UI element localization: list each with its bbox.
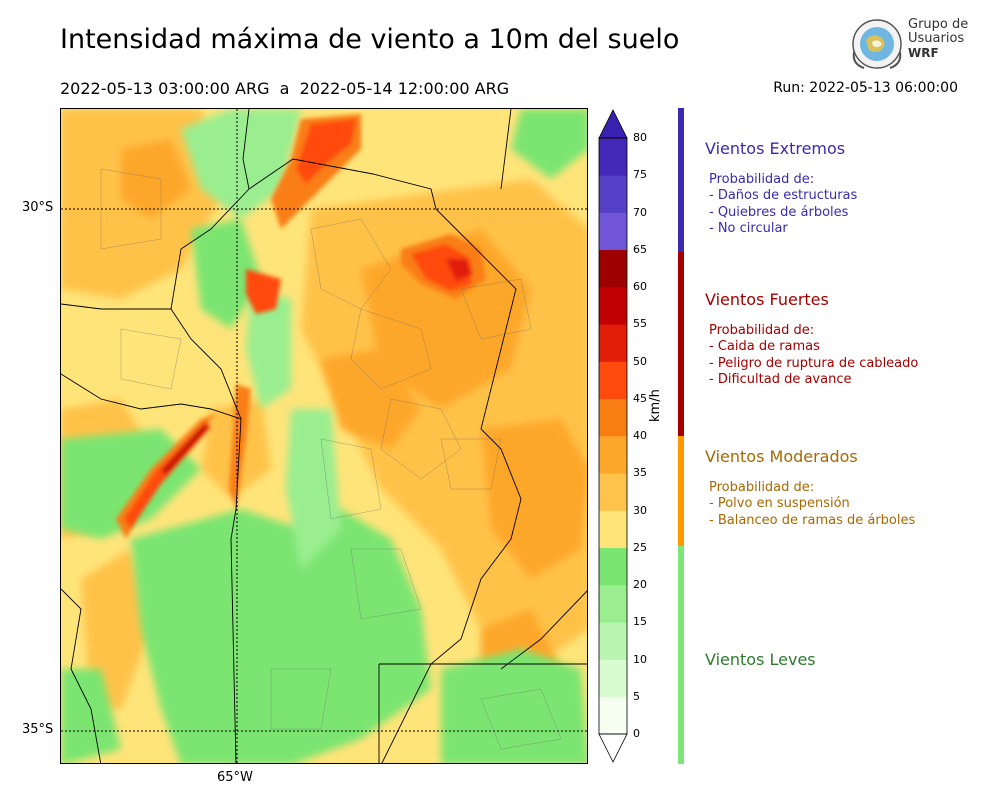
category-title-light: Vientos Leves [705,650,816,669]
forecast-period: 2022-05-13 03:00:00 ARG a 2022-05-14 12:… [60,79,510,98]
colorbar-segment [599,436,627,474]
logo-line-3: WRF [908,46,939,60]
colorbar-segment [599,696,627,735]
colorbar-segment [599,659,627,698]
colorbar-tick-label: 0 [633,727,640,740]
colorbar-segment [599,212,627,251]
colorbar-tick-label: 60 [633,280,647,293]
lat-label-30s: 30°S [22,200,54,215]
colorbar-segment [599,585,627,623]
logo-text: Grupo de Usuarios WRF [908,17,969,61]
strong-category-bar [678,252,684,436]
colorbar-segment [599,361,627,400]
colorbar-tick-label: 45 [633,391,647,405]
colorbar-tick-label: 40 [633,429,647,442]
colorbar-tick-label: 30 [633,503,647,517]
colorbar [598,109,628,763]
colorbar-tick-label: 5 [633,689,640,703]
colorbar-tick-label: 35 [633,466,647,480]
lon-label-65w: 65°W [217,770,253,785]
colorbar-tick-label: 70 [633,205,647,219]
colorbar-tick-label: 55 [633,317,647,331]
category-extreme-line: Probabilidad de: [709,172,815,187]
colorbar-segment [599,249,627,288]
lat-label-35s: 35°S [22,722,54,737]
category-title-extreme: Vientos Extremos [705,139,846,158]
category-title-strong: Vientos Fuertes [705,290,829,309]
logo-line-1: Grupo de [908,17,969,32]
category-moderate-line: - Polvo en suspensión [709,496,850,512]
colorbar-lower-extension [598,733,628,763]
category-moderate-line: Probabilidad de: [709,480,815,495]
colorbar-tick-label: 65 [633,242,647,256]
colorbar-tick-label: 10 [633,652,647,666]
colorbar-tick-label: 25 [633,540,647,554]
logo-line-2: Usuarios [908,31,965,46]
run-time: Run: 2022-05-13 06:00:00 [773,80,958,96]
category-body-extreme: Probabilidad de: - Daños de estructuras … [709,172,857,237]
colorbar-segment [599,510,627,549]
category-strong-line: Probabilidad de: [709,323,815,338]
category-extreme-line: - Quiebres de árboles [709,204,849,220]
colorbar-tick-label: 20 [633,578,647,591]
category-extreme-line: - No circular [709,220,788,236]
colorbar-segment [599,398,627,437]
category-extreme-line: - Daños de estructuras [709,188,858,204]
wind-field [61,109,587,763]
colorbar-segment [599,138,627,176]
colorbar-tick-label: 75 [633,168,647,182]
category-title-moderate: Vientos Moderados [705,447,858,466]
grupo-usuarios-wrf-logo [852,19,902,69]
colorbar-segment [599,324,627,362]
category-body-strong: Probabilidad de: - Caida de ramas - Peli… [709,323,918,388]
moderate-category-bar [678,436,684,546]
category-strong-line: - Peligro de ruptura de cableado [709,355,919,371]
colorbar-segment [599,175,627,213]
colorbar-segment [599,287,627,325]
colorbar-tick-label: 80 [633,131,647,144]
colorbar-segment [599,473,627,511]
colorbar-tick-label: 15 [633,615,647,629]
category-moderate-line: - Balanceo de ramas de árboles [709,512,916,528]
category-body-moderate: Probabilidad de: - Polvo en suspensión -… [709,480,915,529]
wind-map [60,108,588,764]
colorbar-upper-extension [598,109,628,139]
category-strong-line: - Caida de ramas [709,339,820,355]
extreme-category-bar [678,108,684,252]
map-title: Intensidad máxima de viento a 10m del su… [60,24,680,55]
colorbar-tick-label: 50 [633,354,647,368]
colorbar-unit: km/h [648,389,663,422]
category-strong-line: - Dificultad de avance [709,371,852,387]
colorbar-segment [599,622,627,660]
colorbar-segment [599,547,627,586]
light-category-bar [678,546,684,764]
